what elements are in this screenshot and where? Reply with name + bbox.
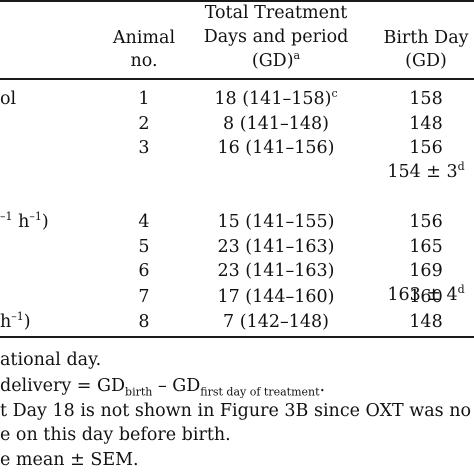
treatment-period: 23 (141–163) [217, 261, 335, 281]
animal-no: 6 [138, 261, 150, 281]
treatment-period: 7 (142–148) [223, 312, 329, 332]
animal-no: 7 [138, 287, 150, 307]
row-label-fragment: ol [0, 89, 17, 109]
birth-day: 165 [409, 237, 443, 257]
header-animal-line2: no. [130, 51, 158, 71]
birth-day-mean: 163 ± 4d [387, 283, 465, 305]
footnote-b: delivery = GDbirth – GDfirst day of trea… [0, 376, 326, 399]
treatment-period: 8 (141–148) [223, 114, 329, 134]
treatment-period: 18 (141–158)c [214, 87, 338, 109]
animal-no: 2 [138, 114, 150, 134]
footnote-c-line1: t Day 18 is not shown in Figure 3B since… [0, 401, 472, 421]
header-treatment-line2: Days and period [203, 27, 349, 47]
birth-day: 148 [409, 312, 443, 332]
header-animal-line1: Animal [112, 28, 176, 48]
header-treatment-line1: Total Treatment [204, 3, 348, 23]
animal-no: 4 [138, 212, 150, 232]
table-header-rule [0, 78, 474, 80]
treatment-period: 23 (141–163) [217, 237, 335, 257]
birth-day: 158 [409, 89, 443, 109]
table-top-rule [0, 0, 474, 2]
animal-no: 5 [138, 237, 150, 257]
birth-day: 148 [409, 114, 443, 134]
header-birth-line1: Birth Day [383, 28, 469, 48]
footnote-a: ational day. [0, 350, 102, 370]
birth-day: 169 [409, 261, 443, 281]
treatment-period: 17 (144–160) [217, 287, 335, 307]
birth-day: 156 [409, 212, 443, 232]
birth-day: 160 [409, 287, 443, 307]
row-label-fragment: h–1) [0, 310, 31, 332]
treatment-period: 16 (141–156) [217, 138, 335, 158]
animal-no: 1 [138, 89, 150, 109]
treatment-period: 15 (141–155) [217, 212, 335, 232]
table-bottom-rule [0, 336, 474, 338]
animal-no: 3 [138, 138, 150, 158]
birth-day-mean: 154 ± 3d [387, 160, 465, 182]
header-birth-line2: (GD) [405, 51, 447, 71]
animal-no: 8 [138, 312, 150, 332]
birth-day: 156 [409, 138, 443, 158]
footnote-c-line2: e on this day before birth. [0, 425, 231, 445]
footnote-d: e mean ± SEM. [0, 450, 139, 470]
row-label-fragment: –1 h–1) [0, 210, 49, 232]
header-treatment-line3: (GD)a [251, 49, 301, 71]
